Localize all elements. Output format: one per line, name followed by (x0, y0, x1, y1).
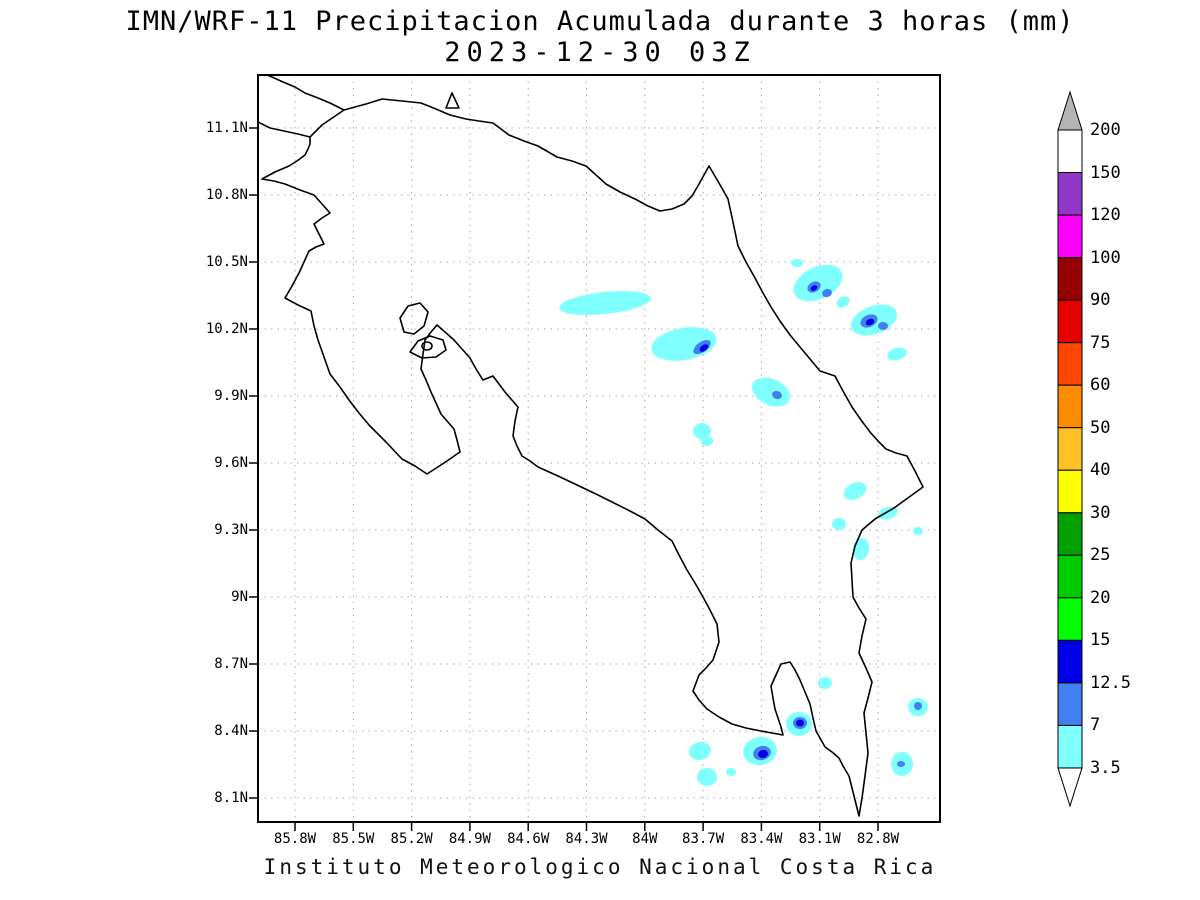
coastlines (258, 75, 924, 817)
colorbar-label: 7 (1090, 715, 1101, 736)
colorbar-cell (1057, 554, 1083, 599)
coastline-path (409, 335, 447, 359)
precip-patch (822, 288, 832, 298)
lon-label: 83.7W (682, 831, 725, 847)
precip-patch (697, 768, 717, 786)
colorbar-label: 20 (1090, 587, 1111, 608)
precip-patch (897, 761, 905, 767)
precip-patch (752, 377, 790, 407)
colorbar-label: 25 (1090, 545, 1111, 566)
colorbar-cell (1057, 512, 1083, 556)
precip-patch (758, 749, 768, 759)
precip-patch (559, 291, 651, 315)
coastline-path (264, 75, 345, 111)
lat-label: 8.7N (214, 656, 248, 672)
colorbar-cell (1057, 427, 1083, 471)
lon-label: 83.4W (740, 831, 783, 847)
lon-label: 84W (632, 831, 658, 847)
colorbar-cell (1057, 129, 1083, 174)
precip-patch (887, 347, 907, 361)
colorbar-cell (1057, 469, 1083, 514)
coastline-path (421, 341, 433, 351)
precip-patch (796, 719, 804, 727)
lat-label: 8.1N (214, 790, 248, 806)
colorbar-cell (1057, 214, 1083, 259)
colorbar-cell (1057, 639, 1083, 684)
chart-title-line2: 2023-12-30 03Z (444, 37, 756, 68)
footer-caption: Instituto Meteorologico Nacional Costa R… (263, 855, 937, 879)
precip-patch (913, 527, 923, 535)
colorbar-label: 30 (1090, 502, 1111, 523)
colorbar-label: 200 (1090, 120, 1121, 140)
colorbar-label: 120 (1090, 205, 1121, 226)
lat-label: 9.9N (214, 388, 248, 404)
colorbar-cell (1057, 384, 1083, 429)
colorbar-label: 60 (1090, 375, 1111, 396)
precip-patch (791, 259, 803, 267)
coastline-path (261, 98, 924, 817)
precip-patch (878, 322, 888, 330)
precip-patch (689, 741, 711, 761)
lon-label: 84.3W (565, 831, 608, 847)
colorbar-cell (1057, 257, 1083, 301)
lat-label: 9.6N (214, 455, 248, 471)
coastline-path (258, 121, 311, 138)
lat-label: 10.8N (205, 187, 248, 203)
plot-border (257, 74, 941, 823)
colorbar-cell (1057, 682, 1083, 726)
precip-patch (772, 390, 782, 400)
colorbar-label: 100 (1090, 247, 1121, 268)
colorbar-cell (1057, 724, 1083, 769)
colorbar-label: 40 (1090, 460, 1111, 481)
precip-patch (701, 436, 713, 446)
coastline-path (445, 92, 460, 109)
chart-title-line1: IMN/WRF-11 Precipitacion Acumulada duran… (125, 6, 1075, 37)
colorbar-cell (1057, 299, 1083, 344)
lon-label: 83.1W (798, 831, 841, 847)
lat-label: 9.3N (214, 522, 248, 538)
lat-label: 11.1N (205, 120, 248, 136)
lat-label: 9N (231, 589, 248, 605)
colorbar-label: 90 (1090, 290, 1111, 311)
precip-patch (832, 518, 846, 530)
colorbar-cell (1057, 597, 1083, 641)
lon-label: 85.5W (332, 831, 375, 847)
colorbar-label: 150 (1090, 162, 1121, 183)
precip-patch (878, 506, 898, 520)
precip-shading (559, 259, 928, 786)
lat-label: 10.2N (205, 321, 248, 337)
colorbar (1057, 90, 1083, 808)
precip-patch (810, 285, 818, 291)
colorbar-label: 15 (1090, 630, 1111, 651)
lon-label: 85.2W (390, 831, 433, 847)
precip-patch (843, 482, 867, 500)
colorbar-label: 12.5 (1090, 672, 1131, 693)
precip-patch (865, 318, 875, 326)
coastline-path (399, 302, 429, 335)
precip-patch (818, 677, 832, 689)
colorbar-label: 3.5 (1090, 757, 1121, 778)
colorbar-arrow-up (1057, 90, 1083, 131)
precip-patch (726, 768, 736, 776)
colorbar-label: 75 (1090, 332, 1111, 353)
lon-label: 82.8W (856, 831, 900, 847)
lon-label: 85.8W (273, 831, 317, 847)
colorbar-cell (1057, 342, 1083, 386)
lat-label: 8.4N (214, 723, 248, 739)
lon-label: 84.9W (448, 831, 491, 847)
precip-patch (693, 423, 711, 439)
precip-patch (836, 296, 850, 308)
colorbar-label: 50 (1090, 417, 1111, 438)
lat-label: 10.5N (205, 254, 248, 270)
chart-title: IMN/WRF-11 Precipitacion Acumulada duran… (0, 6, 1200, 68)
colorbar-arrow-down (1057, 767, 1083, 808)
precip-patch (699, 344, 709, 352)
lon-label: 84.6W (507, 831, 550, 847)
colorbar-cell (1057, 172, 1083, 216)
precip-patch (914, 702, 922, 710)
